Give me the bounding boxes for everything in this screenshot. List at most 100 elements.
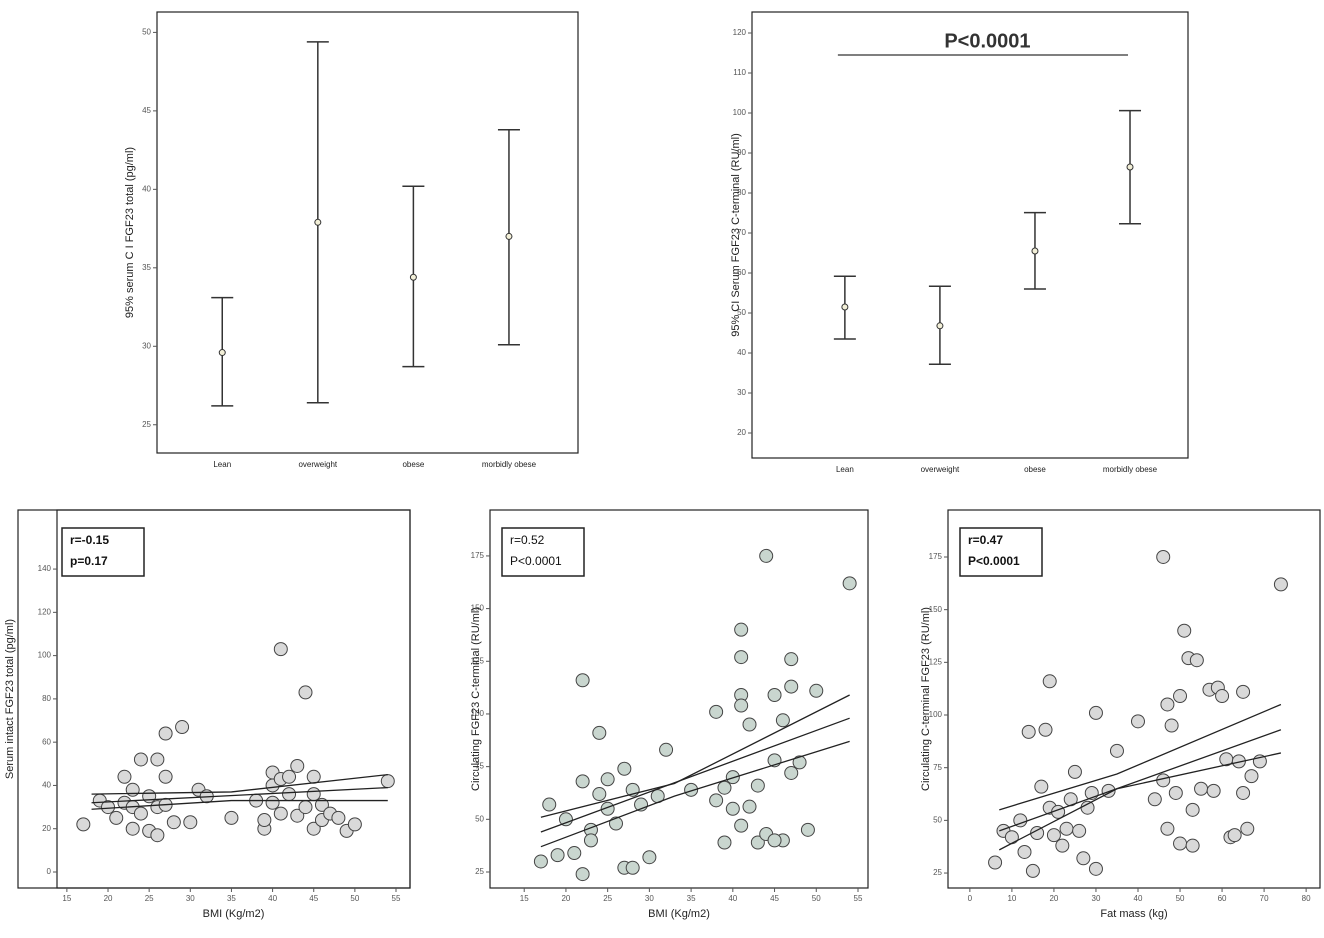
x-tick-label: 80	[1302, 894, 1311, 903]
x-tick-label: obese	[1024, 465, 1046, 474]
y-axis-label: Serum intact FGF23 total (pg/ml)	[4, 619, 16, 779]
x-tick-label: 0	[968, 894, 973, 903]
y-tick-label: 150	[929, 605, 943, 614]
stats-text: P<0.0001	[510, 554, 562, 568]
point	[684, 782, 699, 797]
point	[592, 787, 607, 802]
stats-box	[959, 527, 1043, 577]
point	[784, 652, 799, 667]
x-tick-label: 15	[520, 894, 529, 903]
point	[625, 860, 640, 875]
point	[1173, 689, 1188, 704]
point	[1088, 861, 1103, 876]
point	[734, 698, 749, 713]
y-tick-label: 100	[929, 710, 943, 719]
stats-box	[501, 527, 585, 577]
y-tick-label: 40	[142, 184, 151, 193]
point	[767, 833, 782, 848]
x-tick-label: 45	[770, 894, 779, 903]
x-tick-label: 25	[145, 894, 154, 903]
point	[709, 704, 724, 719]
y-tick-label: 25	[475, 867, 484, 876]
point	[133, 806, 148, 821]
mean-marker	[218, 349, 226, 357]
point	[1088, 705, 1103, 720]
y-tick-label: 35	[142, 263, 151, 272]
y-tick-label: 50	[142, 28, 151, 37]
point	[1147, 792, 1162, 807]
point	[158, 726, 173, 741]
x-axis-label: BMI (Kg/m2)	[203, 908, 265, 920]
point	[558, 812, 573, 827]
x-tick-label: 20	[561, 894, 570, 903]
point	[575, 774, 590, 789]
y-tick-label: 50	[737, 308, 746, 317]
point	[1046, 828, 1061, 843]
x-tick-label: 35	[227, 894, 236, 903]
point	[1273, 577, 1288, 592]
regression-line	[998, 752, 1282, 851]
y-tick-label: 30	[737, 388, 746, 397]
point	[734, 650, 749, 665]
plot-area	[156, 11, 579, 454]
point	[659, 742, 674, 757]
point	[1038, 722, 1053, 737]
y-tick-label: 40	[737, 348, 746, 357]
point	[273, 806, 288, 821]
x-tick-label: 20	[1049, 894, 1058, 903]
point	[331, 810, 346, 825]
y-tick-label: 45	[142, 106, 151, 115]
y-tick-label: 60	[42, 737, 51, 746]
point	[842, 576, 857, 591]
point	[1072, 823, 1087, 838]
point	[298, 685, 313, 700]
x-axis-label: BMI (Kg/m2)	[648, 908, 710, 920]
y-tick-label: 110	[733, 68, 746, 77]
point	[600, 772, 615, 787]
point	[125, 821, 140, 836]
mean-marker	[409, 273, 417, 281]
x-tick-label: overweight	[921, 465, 960, 474]
point	[725, 801, 740, 816]
point	[306, 769, 321, 784]
point	[1168, 785, 1183, 800]
x-tick-label: morbidly obese	[482, 460, 537, 469]
point	[542, 797, 557, 812]
x-tick-label: 45	[309, 894, 318, 903]
point	[306, 787, 321, 802]
y-tick-label: 150	[471, 604, 485, 613]
point	[150, 828, 165, 843]
point	[1076, 851, 1091, 866]
point	[1130, 714, 1145, 729]
point	[133, 752, 148, 767]
regression-line	[91, 773, 388, 795]
x-tick-label: 50	[812, 894, 821, 903]
regression-line	[540, 694, 850, 818]
point	[800, 822, 815, 837]
point	[750, 778, 765, 793]
y-axis-label: Circulating FGF23 C-terminal (RU/ml)	[470, 607, 482, 791]
y-tick-label: 100	[38, 651, 52, 660]
point	[550, 848, 565, 863]
x-tick-label: 70	[1260, 894, 1269, 903]
point	[1059, 821, 1074, 836]
point	[734, 818, 749, 833]
point	[1004, 830, 1019, 845]
point	[150, 752, 165, 767]
point	[101, 800, 116, 815]
point	[1109, 743, 1124, 758]
point	[988, 855, 1003, 870]
x-tick-label: 60	[1218, 894, 1227, 903]
point	[282, 787, 297, 802]
point	[725, 770, 740, 785]
y-tick-label: 80	[42, 694, 51, 703]
y-tick-label: 20	[42, 824, 51, 833]
y-tick-label: 175	[929, 552, 943, 561]
point	[117, 769, 132, 784]
x-tick-label: Lean	[213, 460, 231, 469]
point	[1055, 838, 1070, 853]
point	[734, 622, 749, 637]
x-tick-label: Lean	[836, 465, 854, 474]
point	[759, 548, 774, 563]
point	[617, 761, 632, 776]
